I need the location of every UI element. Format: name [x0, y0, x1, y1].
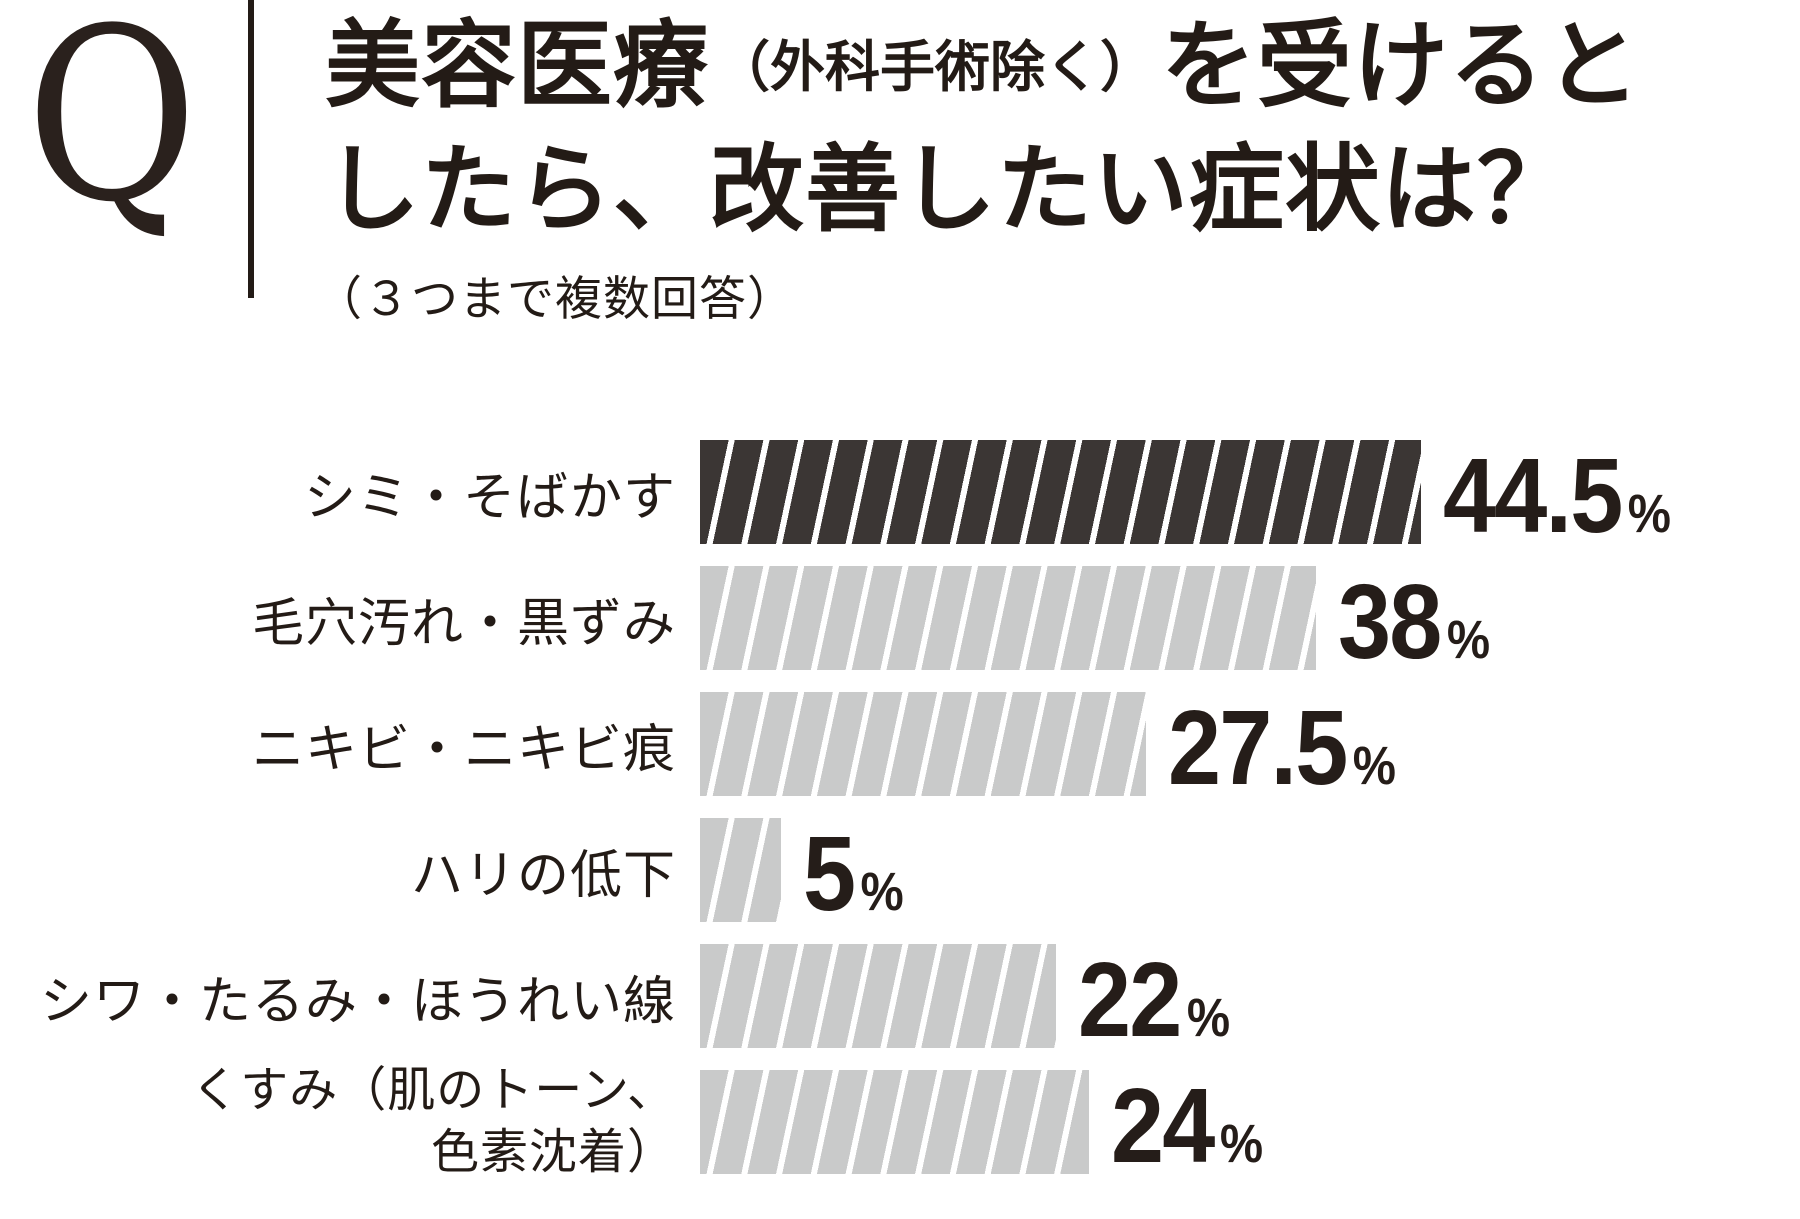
- question-mark-q: Q: [26, 0, 198, 255]
- bar-group: 44.5 %: [700, 440, 1696, 549]
- value-number: 5: [803, 815, 856, 933]
- chart-row-kusumi: くすみ（肌のトーン、 色素沈着） 24 %: [0, 1064, 1800, 1179]
- value-label: 24 %: [1111, 1065, 1263, 1179]
- bar-group: 5 %: [700, 818, 915, 927]
- percent-sign: %: [1446, 610, 1491, 670]
- category-label: シミ・そばかす: [303, 468, 676, 527]
- chart-row-shimi: シミ・そばかす 44.5 %: [0, 440, 1800, 549]
- chart-row-keana: 毛穴汚れ・黒ずみ 38 %: [0, 566, 1800, 675]
- percent-sign: %: [1219, 1114, 1264, 1174]
- chart-row-shiwa: シワ・たるみ・ほうれい線 22 %: [0, 944, 1800, 1053]
- bar-shimi: [700, 440, 1421, 544]
- category-label-line1: くすみ（肌のトーン、: [191, 1063, 676, 1117]
- value-number: 44.5: [1443, 437, 1623, 555]
- value-label: 22 %: [1078, 939, 1230, 1053]
- value-number: 38: [1338, 563, 1442, 681]
- title-parenthetical: （外科手術除く）: [715, 36, 1156, 99]
- chart-row-hari: ハリの低下 5 %: [0, 818, 1800, 927]
- bar-keana: [700, 566, 1316, 670]
- percent-sign: %: [860, 862, 904, 922]
- category-label: ニキビ・ニキビ痕: [251, 720, 676, 779]
- title-tail: を受けると: [1161, 13, 1642, 119]
- category-label: ハリの低下: [410, 846, 676, 905]
- bar-kusumi: [700, 1070, 1089, 1174]
- value-number: 22: [1078, 941, 1182, 1059]
- category-label-line2: 色素沈着）: [430, 1126, 676, 1179]
- title-line-1: 美容医療 （外科手術除く） を受けると: [325, 10, 1641, 122]
- bar-hari: [700, 818, 781, 922]
- percent-sign: %: [1352, 736, 1396, 796]
- subtitle: （３つまで複数回答）: [315, 272, 795, 326]
- value-number: 24: [1111, 1067, 1215, 1185]
- value-label: 38 %: [1338, 561, 1490, 675]
- value-number: 27.5: [1168, 689, 1348, 807]
- bar-group: 22 %: [700, 944, 1247, 1053]
- bar-group: 27.5 %: [700, 692, 1421, 801]
- category-label: 毛穴汚れ・黒ずみ: [251, 594, 676, 653]
- bar-nikibi: [700, 692, 1146, 796]
- percent-sign: %: [1627, 484, 1671, 544]
- bar-shiwa: [700, 944, 1056, 1048]
- title-main: 美容医療: [325, 13, 710, 119]
- title-line-2: したら、改善したい症状は？: [325, 137, 1574, 244]
- value-label: 27.5 %: [1168, 687, 1396, 801]
- bar-group: 24 %: [700, 1070, 1280, 1179]
- category-label: シワ・たるみ・ほうれい線: [39, 972, 676, 1031]
- category-label: くすみ（肌のトーン、 色素沈着）: [0, 1064, 676, 1179]
- value-label: 5 %: [803, 813, 904, 927]
- chart-row-nikibi: ニキビ・ニキビ痕 27.5 %: [0, 692, 1800, 801]
- header-divider: [248, 0, 254, 298]
- percent-sign: %: [1186, 988, 1231, 1048]
- value-label: 44.5 %: [1443, 435, 1671, 549]
- bar-group: 38 %: [700, 566, 1507, 675]
- title-block: 美容医療 （外科手術除く） を受けると したら、改善したい症状は？ （３つまで複…: [315, 10, 1641, 329]
